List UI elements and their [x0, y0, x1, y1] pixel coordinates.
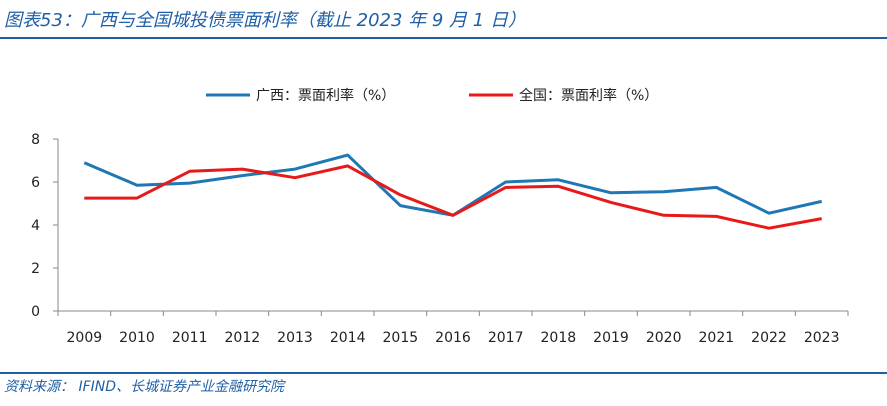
source-note: 资料来源： IFIND、长城证券产业金融研究院 [4, 379, 285, 395]
legend-label: 广西：票面利率（%） [256, 87, 395, 104]
series-line-national [84, 164, 822, 230]
y-tick-label: 6 [31, 175, 40, 191]
chart-axes: 0 2 4 6 8 2009 2010 2011 2012 2013 2014 2015 2016 201… [31, 132, 849, 346]
x-tick-label: 2015 [383, 330, 419, 346]
title-divider [0, 37, 887, 39]
y-tick-label: 8 [31, 132, 40, 148]
figure-title: 图表53：广西与全国城投债票面利率（截止 2023 年 9 月 1 日） [4, 10, 526, 31]
x-tick-label: 2011 [172, 330, 208, 346]
legend-label: 全国：票面利率（%） [519, 87, 658, 104]
y-tick-label: 2 [31, 261, 40, 277]
x-tick-label: 2022 [751, 330, 787, 346]
source-divider [0, 372, 887, 374]
x-tick-label: 2021 [699, 330, 735, 346]
x-tick-label: 2010 [119, 330, 155, 346]
x-tick-label: 2019 [593, 330, 629, 346]
series-line-guangxi [83, 153, 823, 217]
x-tick-label: 2018 [541, 330, 577, 346]
x-tick-label: 2012 [225, 330, 261, 346]
x-tick-label: 2014 [330, 330, 366, 346]
x-tick-label: 2020 [646, 330, 682, 346]
x-tick-label: 2009 [67, 330, 103, 346]
x-tick-label: 2013 [277, 330, 313, 346]
x-tick-label: 2017 [488, 330, 524, 346]
y-tick-label: 0 [31, 304, 40, 320]
y-tick-label: 4 [31, 218, 40, 234]
x-tick-label: 2016 [435, 330, 471, 346]
chart-series [83, 153, 823, 230]
x-tick-label: 2023 [804, 330, 840, 346]
chart-legend: 广西：票面利率（%） 全国：票面利率（%） [206, 87, 658, 104]
